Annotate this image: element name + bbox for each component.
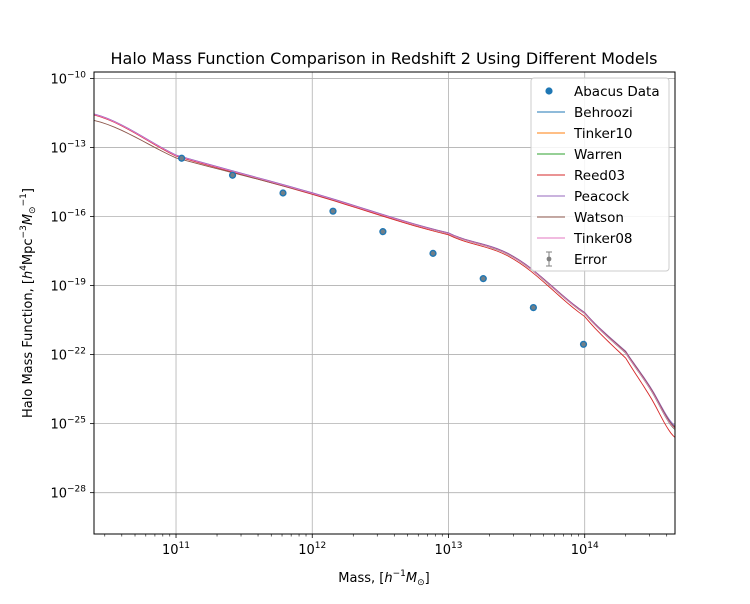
y-axis-label: Halo Mass Function, [h4Mpc−3M⊙−1] [19,188,38,418]
x-tick-label: 1012 [298,541,326,558]
error-point-marker [531,305,536,310]
legend-item-peacock: Peacock [537,189,629,205]
legend-label: Tinker10 [573,126,633,142]
legend-item-reed03: Reed03 [537,168,625,184]
legend-label: Error [574,252,607,268]
y-tick-label: 10−22 [50,347,86,364]
y-tick-label: 10−28 [50,485,86,502]
legend-box [530,77,670,272]
legend-item-tinker10: Tinker10 [537,126,633,142]
legend-error-marker [546,256,552,262]
y-tick-label: 10−16 [50,208,86,225]
legend-item-abacus-data: Abacus Data [545,84,660,100]
plot-frame [93,71,676,535]
legend-marker [545,87,553,95]
error-point-marker [230,173,235,178]
error-point-marker [380,229,386,234]
series-line-tinker08 [94,114,675,430]
legend-label: Reed03 [574,168,625,184]
x-tick-label: 1013 [434,541,462,558]
legend-label: Warren [574,147,622,163]
x-axis-label: Mass, [h−1M⊙] [338,569,429,588]
y-tick-label: 10−19 [50,278,86,295]
chart-title: Halo Mass Function Comparison in Redshif… [111,49,658,68]
legend-item-error: Error [546,251,607,268]
legend-label: Tinker08 [573,231,633,247]
error-point-marker [430,251,436,256]
series-line-reed03 [94,114,675,438]
x-tick-label: 1011 [162,541,190,558]
axis-ticks: 1011 1012 1013 1014 10−28 10−25 10−22 10−19 10−1… [50,70,668,558]
series-line-peacock [94,113,675,427]
error-point-marker [330,208,336,214]
x-tick-label: 1014 [571,541,599,558]
legend-item-behroozi: Behroozi [537,105,633,121]
error-point-marker [280,190,286,196]
error-point-marker [481,276,486,281]
legend-item-tinker08: Tinker08 [537,231,633,247]
y-tick-label: 10−10 [50,70,86,87]
legend-label: Behroozi [574,105,633,121]
legend: Abacus Data Behroozi Tinker10 Warren Reed03 P… [530,77,670,272]
scatter-points [178,154,588,348]
legend-item-warren: Warren [537,147,622,163]
legend-label: Watson [574,210,624,226]
series-lines [94,113,675,438]
error-point-marker [581,342,586,347]
legend-label: Abacus Data [574,84,660,100]
legend-label: Peacock [574,189,629,205]
error-point-marker [179,156,184,161]
y-tick-label: 10−25 [50,416,86,433]
y-tick-label: 10−13 [50,139,86,156]
legend-item-watson: Watson [537,210,624,226]
